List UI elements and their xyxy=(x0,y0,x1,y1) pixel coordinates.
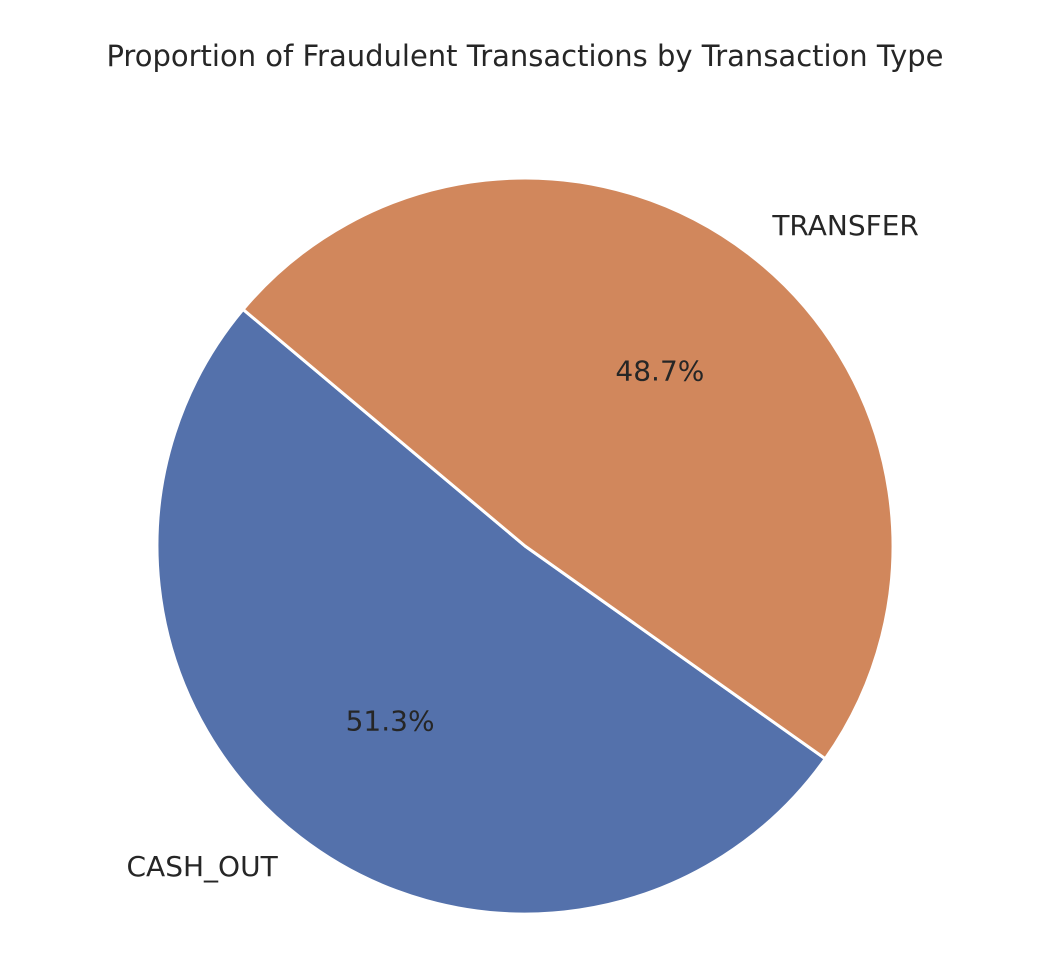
slice-percent-transfer: 48.7% xyxy=(615,355,704,388)
slice-label-cash-out: CASH_OUT xyxy=(127,850,279,883)
chart-title: Proportion of Fraudulent Transactions by… xyxy=(106,39,943,73)
pie-slices xyxy=(155,176,895,916)
slice-label-transfer: TRANSFER xyxy=(771,209,919,242)
slice-percent-cash-out: 51.3% xyxy=(346,704,435,737)
pie-slice-transfer xyxy=(241,176,895,761)
pie-slice-cash-out xyxy=(155,307,827,916)
pie-labels: CASH_OUT 51.3% TRANSFER 48.7% xyxy=(127,209,919,883)
